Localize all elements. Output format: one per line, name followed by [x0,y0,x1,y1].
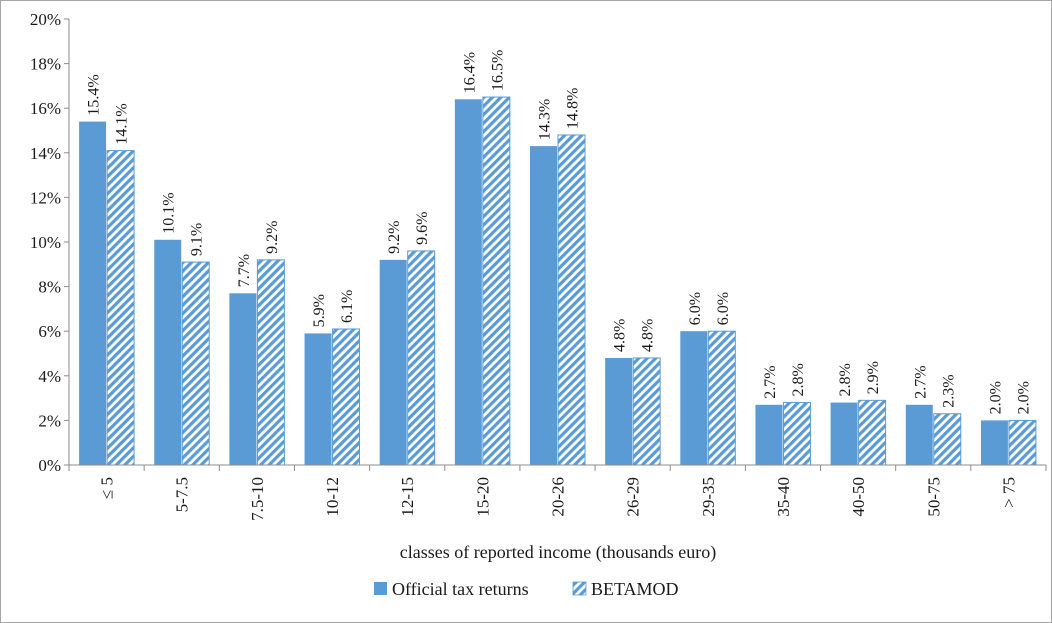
data-label-betamod: 9.2% [264,221,281,254]
x-tick-label: 10-12 [323,477,342,517]
data-label-betamod: 4.8% [640,319,657,352]
bar-official [980,420,1008,465]
x-tick-label: > 75 [999,477,1018,508]
bar-official [454,99,482,465]
bar-betamod [482,96,511,466]
x-tick-label: 20-26 [549,477,568,517]
data-label-official: 7.7% [236,254,253,287]
bar-official [530,146,557,466]
bars [79,96,1037,466]
bar-betamod [1008,419,1037,466]
x-tick-label: 50-75 [924,477,943,517]
x-tick-label: ≤ 5 [98,477,117,499]
data-label-betamod: 2.8% [790,363,807,396]
y-tick-label: 8% [38,278,61,297]
x-tick-label: 15-20 [473,477,492,517]
data-label-betamod: 6.0% [715,292,732,325]
bar-official [154,239,182,465]
bar-official [79,121,107,465]
bar-betamod [707,330,736,466]
legend-swatch-betamod [572,581,587,596]
y-tick-label: 20% [30,10,61,29]
data-label-official: 2.0% [987,381,1004,414]
data-label-official: 15.4% [86,74,103,115]
data-label-betamod: 16.5% [489,50,506,91]
data-label-betamod: 14.8% [565,88,582,129]
legend-swatch-official [374,582,387,595]
x-axis-title: classes of reported income (thousands eu… [400,542,716,563]
data-label-official: 2.8% [837,363,854,396]
bar-betamod [181,261,210,466]
y-axis: 0% 2% 4% 6% 8% 10% 12% 14% 16% 18% 20% [30,10,70,475]
data-label-betamod: 2.0% [1015,381,1032,414]
data-label-official: 4.8% [612,319,629,352]
data-label-official: 9.2% [386,221,403,254]
x-tick-label: 7.5-10 [248,477,267,521]
bar-official [830,402,858,465]
bar-official [304,333,332,465]
data-label-betamod: 14.1% [114,103,131,144]
bar-official [229,293,257,465]
y-tick-label: 12% [30,188,61,207]
bar-betamod [106,150,135,466]
data-label-official: 16.4% [461,52,478,93]
data-label-official: 5.9% [311,294,328,327]
y-tick-label: 4% [38,367,61,386]
y-tick-label: 6% [38,322,61,341]
x-tick-label: 29-35 [699,477,718,517]
y-tick-label: 16% [30,99,61,118]
legend: Official tax returns BETAMOD [374,579,679,599]
x-tick-label: 5-7.5 [173,477,192,512]
data-label-official: 14.3% [537,99,554,140]
bar-official [605,357,633,465]
bar-betamod [858,399,887,466]
data-label-official: 2.7% [912,365,929,398]
x-tick-label: 35-40 [774,477,793,517]
data-label-betamod: 6.1% [339,290,356,323]
y-tick-label: 18% [30,55,61,74]
x-tick-label: 12-15 [398,477,417,517]
bar-betamod [632,357,661,466]
bar-betamod [933,413,962,466]
data-label-betamod: 2.9% [865,361,882,394]
legend-label-betamod: BETAMOD [591,579,679,599]
bar-betamod [256,259,285,466]
bar-official [379,259,407,465]
bar-betamod [557,134,586,466]
data-label-betamod: 9.6% [414,212,431,245]
bar-betamod [782,402,811,466]
data-labels: 15.4% 14.1% 10.1% 9.1% 7.7% 9.2% 5.9% 6.1% 9.2% 9… [86,50,1033,415]
y-tick-label: 2% [38,411,61,430]
legend-label-official: Official tax returns [392,579,529,599]
data-label-betamod: 2.3% [940,374,957,407]
y-tick-label: 0% [38,456,61,475]
data-label-betamod: 9.1% [189,223,206,256]
bar-official [905,404,933,465]
y-tick-label: 14% [30,144,61,163]
bar-official [680,331,708,465]
data-label-official: 6.0% [687,292,704,325]
y-tick-label: 10% [30,233,61,252]
x-axis: ≤ 5 5-7.5 7.5-10 10-12 12-15 15-20 20-26 26-29 2… [68,464,1047,521]
x-tick-label: 26-29 [624,477,643,517]
data-label-official: 10.1% [161,192,178,233]
bar-betamod [332,328,361,466]
bar-official [755,404,783,465]
bar-betamod [407,250,436,466]
data-label-official: 2.7% [762,365,779,398]
x-tick-label: 40-50 [849,477,868,517]
